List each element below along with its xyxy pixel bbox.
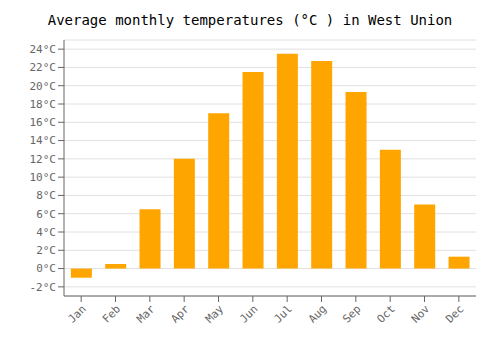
svg-text:8°C: 8°C (36, 189, 56, 202)
svg-text:Jul: Jul (272, 302, 295, 325)
svg-text:-2°C: -2°C (30, 281, 57, 294)
svg-text:May: May (203, 302, 227, 326)
svg-text:Dec: Dec (443, 302, 466, 325)
svg-text:4°C: 4°C (36, 226, 56, 239)
svg-text:Jan: Jan (66, 302, 89, 325)
svg-text:Feb: Feb (100, 302, 123, 325)
svg-text:20°C: 20°C (30, 80, 57, 93)
svg-text:Sep: Sep (340, 302, 363, 325)
svg-text:2°C: 2°C (36, 244, 56, 257)
svg-text:22°C: 22°C (30, 61, 57, 74)
svg-text:Jun: Jun (237, 302, 260, 325)
svg-text:Apr: Apr (169, 302, 193, 326)
svg-text:14°C: 14°C (30, 134, 57, 147)
svg-text:0°C: 0°C (36, 262, 56, 275)
svg-text:10°C: 10°C (30, 171, 57, 184)
svg-text:Aug: Aug (306, 302, 329, 325)
html-text:Average monthly temperatures (: Average monthly temperatures (°C ) in We… (47, 12, 453, 28)
svg-text:Oct: Oct (375, 302, 398, 325)
svg-text:24°C: 24°C (30, 43, 57, 56)
svg-text:Mar: Mar (134, 302, 158, 326)
svg-text:Nov: Nov (409, 302, 433, 326)
svg-text:12°C: 12°C (30, 153, 57, 166)
svg-text:6°C: 6°C (36, 208, 56, 221)
svg-text:16°C: 16°C (30, 116, 57, 129)
svg-text:18°C: 18°C (30, 98, 57, 111)
